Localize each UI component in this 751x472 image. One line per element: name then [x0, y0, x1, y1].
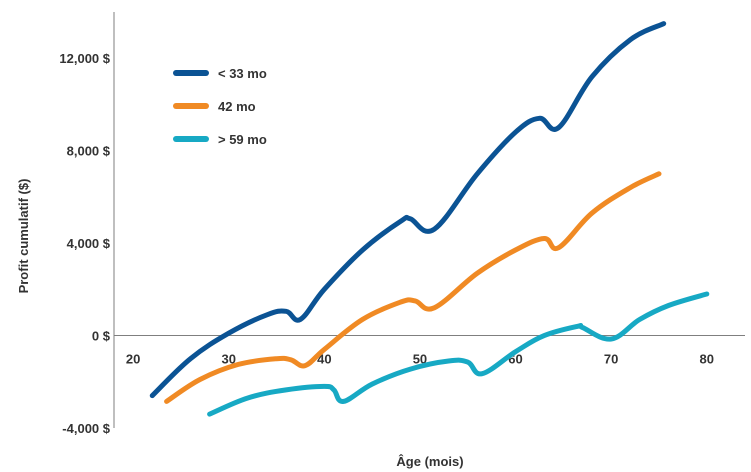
legend-label: > 59 mo	[218, 132, 267, 147]
x-tick-label: 30	[221, 352, 235, 367]
series-line-1	[149, 21, 667, 399]
y-axis-title: Profit cumulatif ($)	[16, 179, 31, 294]
y-tick-label: 8,000 $	[67, 144, 111, 159]
y-tick-label: 0 $	[92, 329, 111, 344]
x-tick-label: 50	[413, 352, 427, 367]
y-tick-label: 12,000 $	[59, 51, 110, 66]
legend-label: 42 mo	[218, 99, 256, 114]
series-lines	[149, 21, 710, 417]
x-tick-label: 20	[126, 352, 140, 367]
y-tick-label: -4,000 $	[62, 421, 110, 436]
x-tick-label: 70	[604, 352, 618, 367]
axes	[113, 12, 745, 428]
y-tick-label: 4,000 $	[67, 236, 111, 251]
x-axis-title: Âge (mois)	[396, 454, 463, 469]
legend: < 33 mo 42 mo > 59 mo	[173, 66, 267, 147]
y-tick-labels: -4,000 $ 0 $ 4,000 $ 8,000 $ 12,000 $	[59, 51, 110, 436]
x-tick-labels: 20 30 40 50 60 70 80	[126, 352, 714, 367]
x-tick-label: 80	[700, 352, 714, 367]
series-line-2	[164, 171, 662, 404]
legend-label: < 33 mo	[218, 66, 267, 81]
series-line-3	[207, 291, 710, 417]
